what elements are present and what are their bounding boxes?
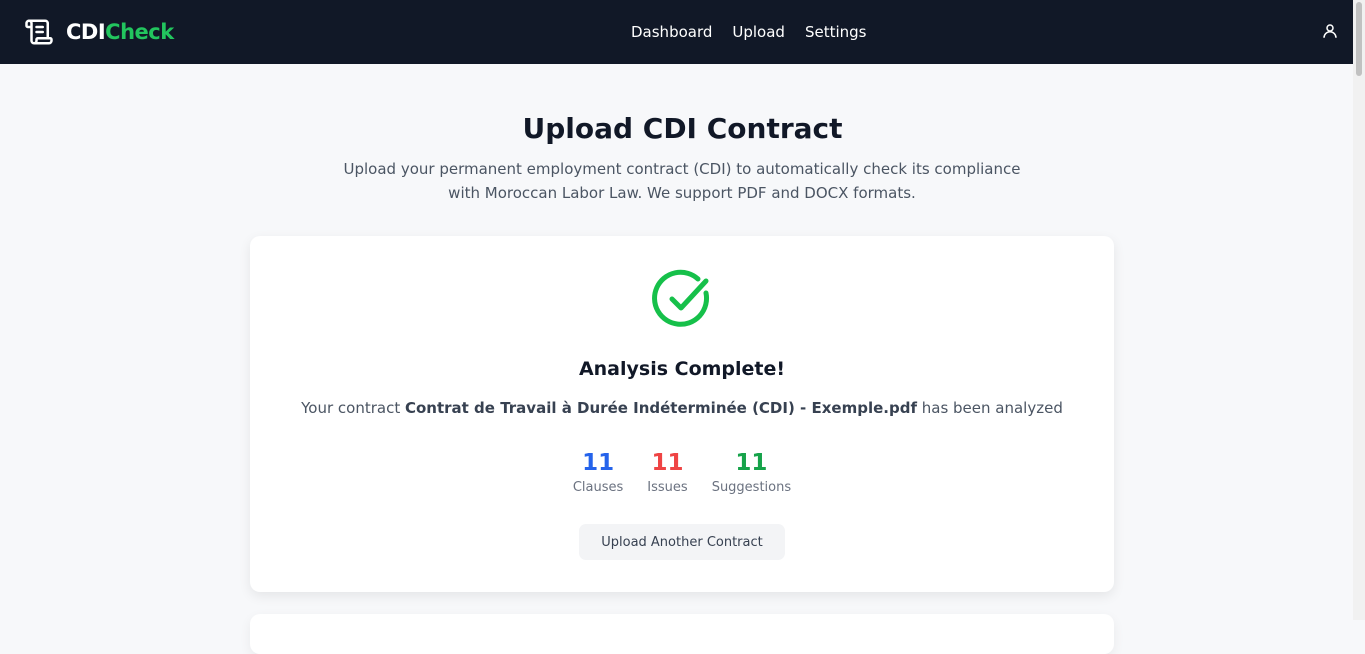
file-name: Contrat de Travail à Durée Indéterminée … — [404, 399, 917, 417]
logo[interactable]: CDICheck — [24, 17, 174, 47]
stat-value: 11 — [651, 450, 684, 476]
msg-suffix: has been analyzed — [916, 399, 1063, 417]
stat-suggestions: 11 Suggestions — [712, 450, 791, 495]
scrollbar-thumb[interactable] — [1356, 2, 1362, 76]
next-card — [250, 614, 1114, 654]
upload-another-button[interactable]: Upload Another Contract — [579, 524, 785, 560]
msg-prefix: Your contract — [301, 399, 405, 417]
result-card: Analysis Complete! Your contract Contrat… — [250, 236, 1114, 592]
stat-clauses: 11 Clauses — [573, 450, 623, 495]
stat-value: 11 — [735, 450, 768, 476]
stat-label: Clauses — [572, 480, 624, 495]
stat-value: 11 — [582, 450, 615, 476]
result-title: Analysis Complete! — [578, 358, 786, 380]
nav-upload[interactable]: Upload — [732, 23, 785, 41]
page-subtitle: Upload your permanent employment contrac… — [343, 160, 1021, 202]
stat-issues: 11 Issues — [647, 450, 687, 495]
brand-cdi: CDI — [66, 20, 106, 44]
result-message: Your contract Contrat de Travail à Durée… — [250, 399, 1114, 417]
stat-label: Issues — [647, 480, 688, 495]
check-circle-icon — [652, 269, 710, 327]
user-icon[interactable] — [1321, 21, 1339, 41]
brand-check: Check — [105, 20, 174, 44]
nav-settings[interactable]: Settings — [804, 23, 867, 41]
page-title: Upload CDI Contract — [522, 112, 843, 145]
scrollbar[interactable] — [1353, 0, 1365, 620]
brand-name: CDICheck — [66, 20, 174, 44]
scroll-icon — [25, 19, 53, 45]
top-nav: CDICheck Dashboard Upload Settings — [0, 0, 1365, 64]
nav-dashboard[interactable]: Dashboard — [631, 23, 713, 41]
stat-label: Suggestions — [711, 480, 792, 495]
